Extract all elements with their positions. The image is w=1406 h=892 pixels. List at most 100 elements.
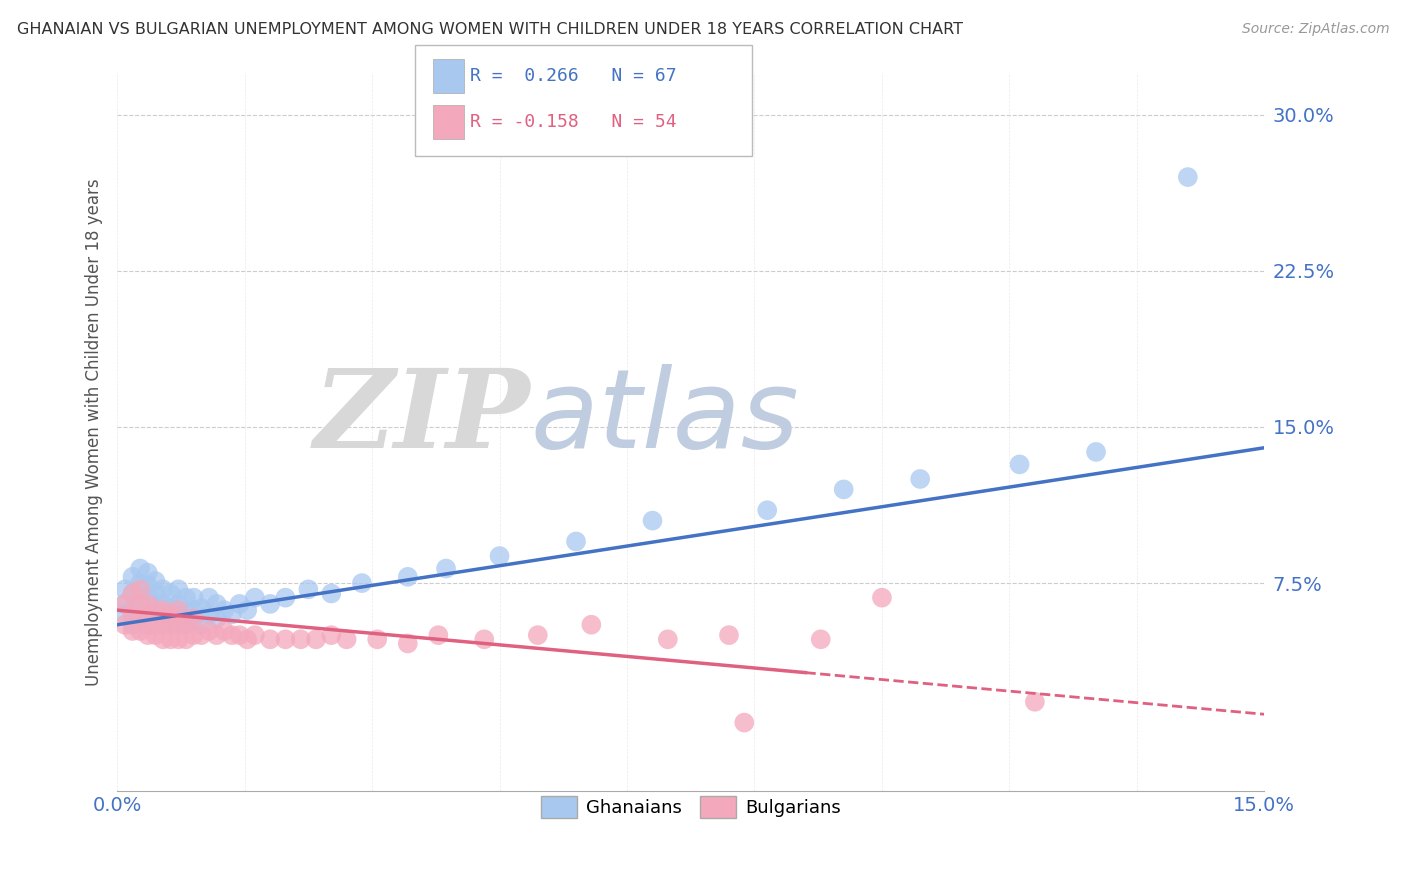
Point <box>159 611 181 625</box>
Point <box>434 561 457 575</box>
Point <box>427 628 450 642</box>
Text: R = -0.158   N = 54: R = -0.158 N = 54 <box>470 113 676 131</box>
Point <box>228 628 250 642</box>
Point <box>290 632 312 647</box>
Point <box>488 549 510 563</box>
Point <box>565 534 588 549</box>
Point <box>174 607 197 622</box>
Point <box>183 611 205 625</box>
Point <box>136 597 159 611</box>
Text: Source: ZipAtlas.com: Source: ZipAtlas.com <box>1241 22 1389 37</box>
Point <box>190 628 212 642</box>
Point <box>152 603 174 617</box>
Point <box>136 628 159 642</box>
Point <box>152 617 174 632</box>
Point <box>114 617 136 632</box>
Point <box>527 628 550 642</box>
Point <box>167 582 190 597</box>
Point <box>396 570 419 584</box>
Point <box>129 576 152 591</box>
Point <box>236 603 259 617</box>
Point <box>733 715 755 730</box>
Point <box>129 611 152 625</box>
Point <box>121 570 143 584</box>
Point <box>129 611 152 625</box>
Point <box>259 632 281 647</box>
Point <box>121 603 143 617</box>
Point <box>121 586 143 600</box>
Point <box>129 582 152 597</box>
Point <box>121 624 143 638</box>
Point <box>152 607 174 622</box>
Point <box>152 617 174 632</box>
Point <box>472 632 495 647</box>
Point <box>129 586 152 600</box>
Point <box>183 628 205 642</box>
Point <box>114 582 136 597</box>
Point <box>136 566 159 580</box>
Point <box>366 632 388 647</box>
Point <box>145 607 167 622</box>
Legend: Ghanaians, Bulgarians: Ghanaians, Bulgarians <box>533 789 848 825</box>
Point <box>145 628 167 642</box>
Point <box>305 632 328 647</box>
Point <box>198 607 221 622</box>
Point <box>243 591 266 605</box>
Point <box>159 601 181 615</box>
Point <box>1024 695 1046 709</box>
Point <box>350 576 373 591</box>
Point <box>114 597 136 611</box>
Point <box>121 586 143 600</box>
Text: atlas: atlas <box>530 364 799 471</box>
Point <box>832 483 855 497</box>
Point <box>136 578 159 592</box>
Point <box>581 617 603 632</box>
Point <box>152 597 174 611</box>
Text: GHANAIAN VS BULGARIAN UNEMPLOYMENT AMONG WOMEN WITH CHILDREN UNDER 18 YEARS CORR: GHANAIAN VS BULGARIAN UNEMPLOYMENT AMONG… <box>17 22 963 37</box>
Point <box>167 603 190 617</box>
Point <box>152 582 174 597</box>
Point <box>152 632 174 647</box>
Point <box>228 597 250 611</box>
Point <box>159 607 181 622</box>
Point <box>159 586 181 600</box>
Point <box>297 582 319 597</box>
Point <box>657 632 679 647</box>
Point <box>129 597 152 611</box>
Point <box>145 574 167 588</box>
Point <box>212 603 235 617</box>
Point <box>396 636 419 650</box>
Point <box>236 632 259 647</box>
Point <box>870 591 893 605</box>
Text: R =  0.266   N = 67: R = 0.266 N = 67 <box>470 67 676 85</box>
Point <box>167 597 190 611</box>
Point <box>145 617 167 632</box>
Point <box>183 611 205 625</box>
Point <box>274 591 297 605</box>
Point <box>136 611 159 625</box>
Point <box>221 607 243 622</box>
Point <box>136 607 159 622</box>
Point <box>129 597 152 611</box>
Point <box>145 617 167 632</box>
Point <box>121 617 143 632</box>
Point <box>321 586 343 600</box>
Point <box>205 628 228 642</box>
Point <box>167 617 190 632</box>
Y-axis label: Unemployment Among Women with Children Under 18 years: Unemployment Among Women with Children U… <box>86 178 103 686</box>
Point <box>641 514 664 528</box>
Point <box>167 617 190 632</box>
Point <box>810 632 832 647</box>
Point <box>114 607 136 622</box>
Point <box>145 586 167 600</box>
Point <box>183 603 205 617</box>
Text: ZIP: ZIP <box>314 364 530 472</box>
Point <box>321 628 343 642</box>
Point <box>336 632 359 647</box>
Point <box>756 503 779 517</box>
Point <box>205 597 228 611</box>
Point <box>174 591 197 605</box>
Point <box>198 591 221 605</box>
Point <box>145 597 167 611</box>
Point <box>1008 458 1031 472</box>
